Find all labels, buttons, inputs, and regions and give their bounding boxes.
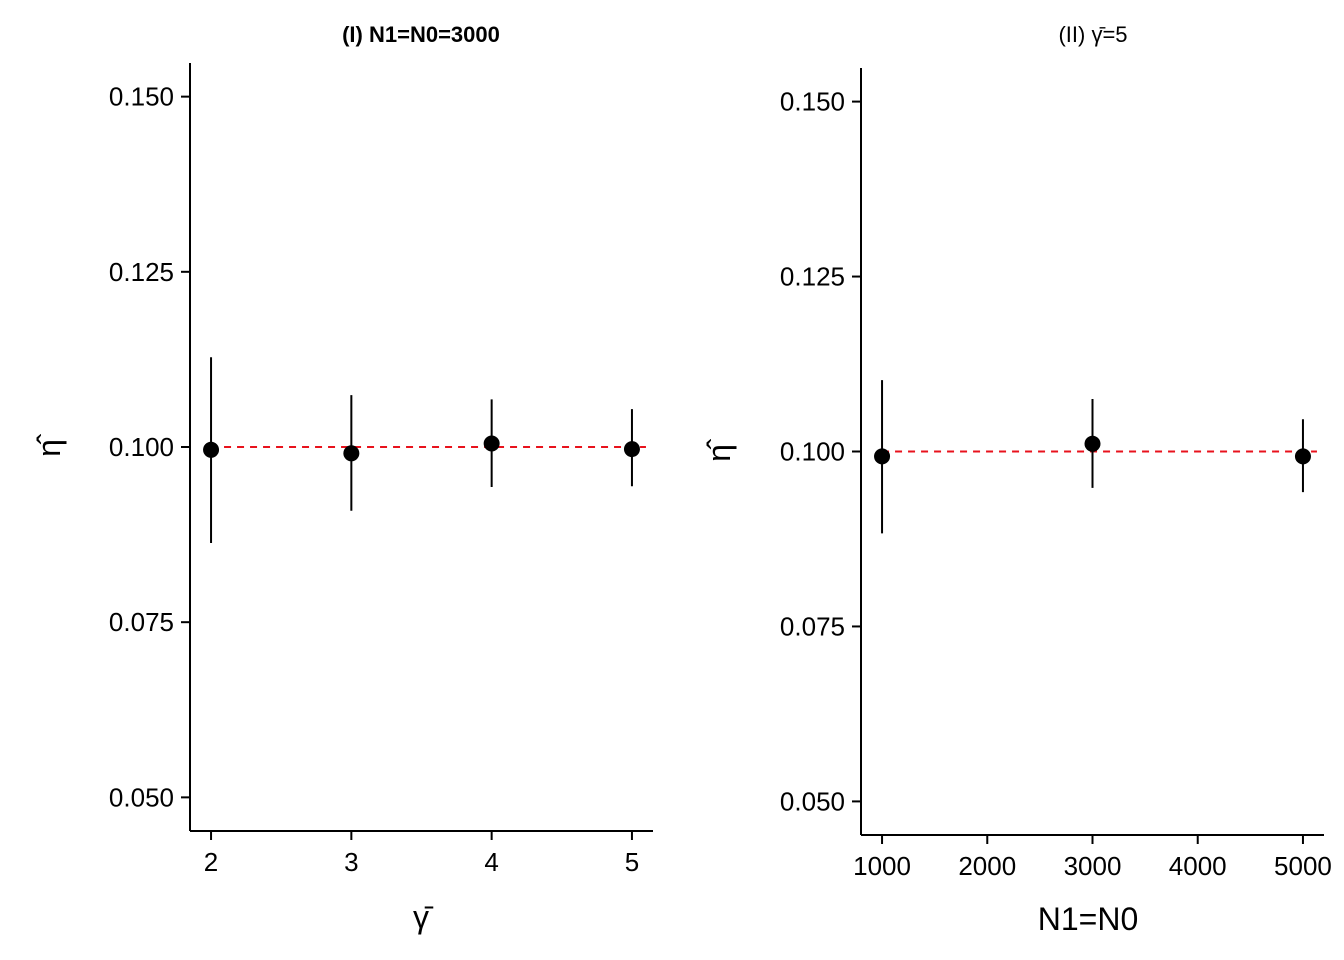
panel-2-x-axis-title: N1=N0 bbox=[1038, 901, 1139, 937]
panel-2-x-tick-label: 2000 bbox=[958, 851, 1016, 881]
panel-1-x-tick-label: 3 bbox=[344, 847, 358, 877]
panel-1-data-point bbox=[483, 435, 500, 452]
panel-2-y-tick-label: 0.050 bbox=[780, 786, 845, 816]
panel-2-y-axis-title: η̂ bbox=[701, 438, 737, 462]
panel-2-y-tick-label: 0.075 bbox=[780, 611, 845, 641]
panel-2-data-point bbox=[1294, 448, 1311, 465]
panel-1-x-tick-label: 2 bbox=[204, 847, 218, 877]
panel-2-plot-area: 0.050 0.075 0.100 0.125 0.150 1000 2000 3000 400… bbox=[780, 68, 1332, 881]
panel-2-data-point bbox=[874, 448, 891, 465]
panel-1-data-point bbox=[343, 445, 360, 462]
panel-1-y-tick-label: 0.125 bbox=[109, 257, 174, 287]
panel-2-y-tick-label: 0.125 bbox=[780, 262, 845, 292]
panel-1-plot-area: 0.050 0.075 0.100 0.125 0.150 2 3 4 5 bbox=[109, 63, 653, 877]
panel-2-x-tick-label: 3000 bbox=[1064, 851, 1122, 881]
panel-1-data-point bbox=[623, 441, 640, 458]
panel-2-y-tick-label: 0.100 bbox=[780, 437, 845, 467]
panel-1-y-tick-label: 0.050 bbox=[109, 782, 174, 812]
panel-1-x-tick-label: 5 bbox=[625, 847, 639, 877]
panel-2-x-tick-label: 5000 bbox=[1274, 851, 1332, 881]
panel-1-y-tick-label: 0.075 bbox=[109, 607, 174, 637]
panel-1: (I) N1=N0=3000 0.050 0.075 0.100 0.125 0.150… bbox=[31, 22, 653, 935]
panel-2-title: (II) γ̄=5 bbox=[1058, 22, 1127, 47]
panel-2-data-point bbox=[1084, 435, 1101, 452]
panel-1-y-tick-label: 0.150 bbox=[109, 82, 174, 112]
panel-1-x-tick-label: 4 bbox=[484, 847, 498, 877]
panel-2-y-tick-label: 0.150 bbox=[780, 87, 845, 117]
panel-1-title: (I) N1=N0=3000 bbox=[342, 22, 500, 47]
panel-1-y-tick-label: 0.100 bbox=[109, 432, 174, 462]
panel-2-x-tick-label: 1000 bbox=[853, 851, 911, 881]
panel-2: (II) γ̄=5 0.050 0.075 0.100 0.125 0.150 1000 2… bbox=[701, 22, 1332, 937]
panel-1-y-axis-title: η̂ bbox=[31, 433, 67, 457]
panel-1-x-axis-title: γ̄ bbox=[413, 899, 434, 935]
panel-2-x-tick-label: 4000 bbox=[1169, 851, 1227, 881]
panel-1-data-point bbox=[203, 441, 220, 458]
